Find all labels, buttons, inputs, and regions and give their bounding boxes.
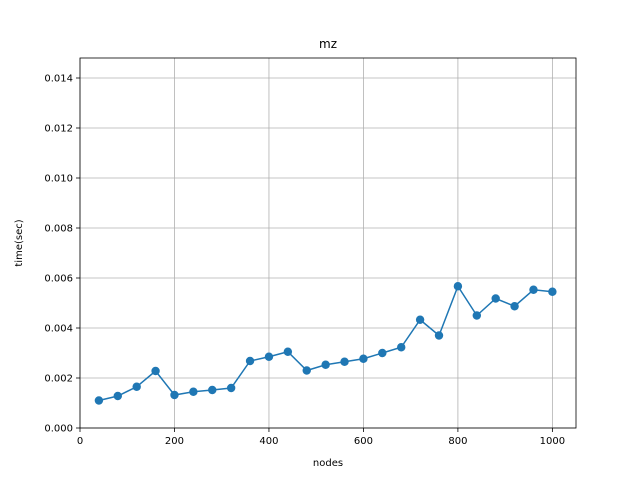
chart-title: mz (319, 37, 337, 51)
x-tick-label: 200 (165, 436, 184, 447)
data-point (113, 391, 122, 401)
data-point (151, 366, 160, 376)
data-point (453, 282, 463, 291)
y-axis-label: time(sec) (14, 219, 25, 266)
data-point (208, 385, 217, 395)
data-point (378, 348, 387, 358)
data-point (226, 383, 236, 393)
x-tick-label: 600 (354, 436, 373, 447)
y-tick-label: 0.008 (44, 224, 73, 235)
data-point (359, 354, 368, 363)
data-point (321, 360, 330, 369)
data-point (415, 315, 425, 324)
y-tick-label: 0.014 (44, 74, 73, 85)
data-point (548, 287, 557, 296)
x-tick-label: 800 (448, 436, 467, 447)
data-point (245, 356, 255, 366)
data-point (94, 396, 104, 405)
data-point (472, 311, 481, 320)
y-tick-label: 0.002 (44, 374, 73, 385)
data-point (529, 285, 538, 294)
data-point (397, 343, 406, 352)
y-tick-label: 0.012 (44, 124, 73, 135)
y-tick-label: 0.010 (44, 174, 73, 185)
y-tick-label: 0.000 (44, 424, 73, 435)
x-tick-label: 1000 (540, 436, 565, 447)
data-point (510, 302, 519, 311)
data-point (189, 387, 198, 396)
x-axis-label: nodes (313, 458, 343, 469)
x-tick-label: 0 (77, 436, 83, 447)
data-point (302, 366, 311, 375)
data-point (340, 357, 349, 366)
y-tick-label: 0.006 (44, 274, 73, 285)
data-point (434, 331, 444, 340)
plot-area-frame (79, 57, 577, 429)
y-tick-label: 0.004 (44, 324, 73, 335)
x-tick-label: 400 (259, 436, 278, 447)
data-point (264, 352, 274, 361)
y-axis: 0.000 0.002 0.004 0.006 0.008 0.010 0.012 0.014 (44, 74, 80, 435)
grid (79, 58, 576, 429)
data-point (491, 294, 500, 303)
data-point (283, 347, 293, 356)
data-point (132, 382, 141, 391)
series-line (98, 284, 553, 402)
series-layer (94, 282, 557, 405)
x-axis: 0 200 400 600 800 1000 (77, 428, 565, 447)
data-point (170, 390, 179, 400)
